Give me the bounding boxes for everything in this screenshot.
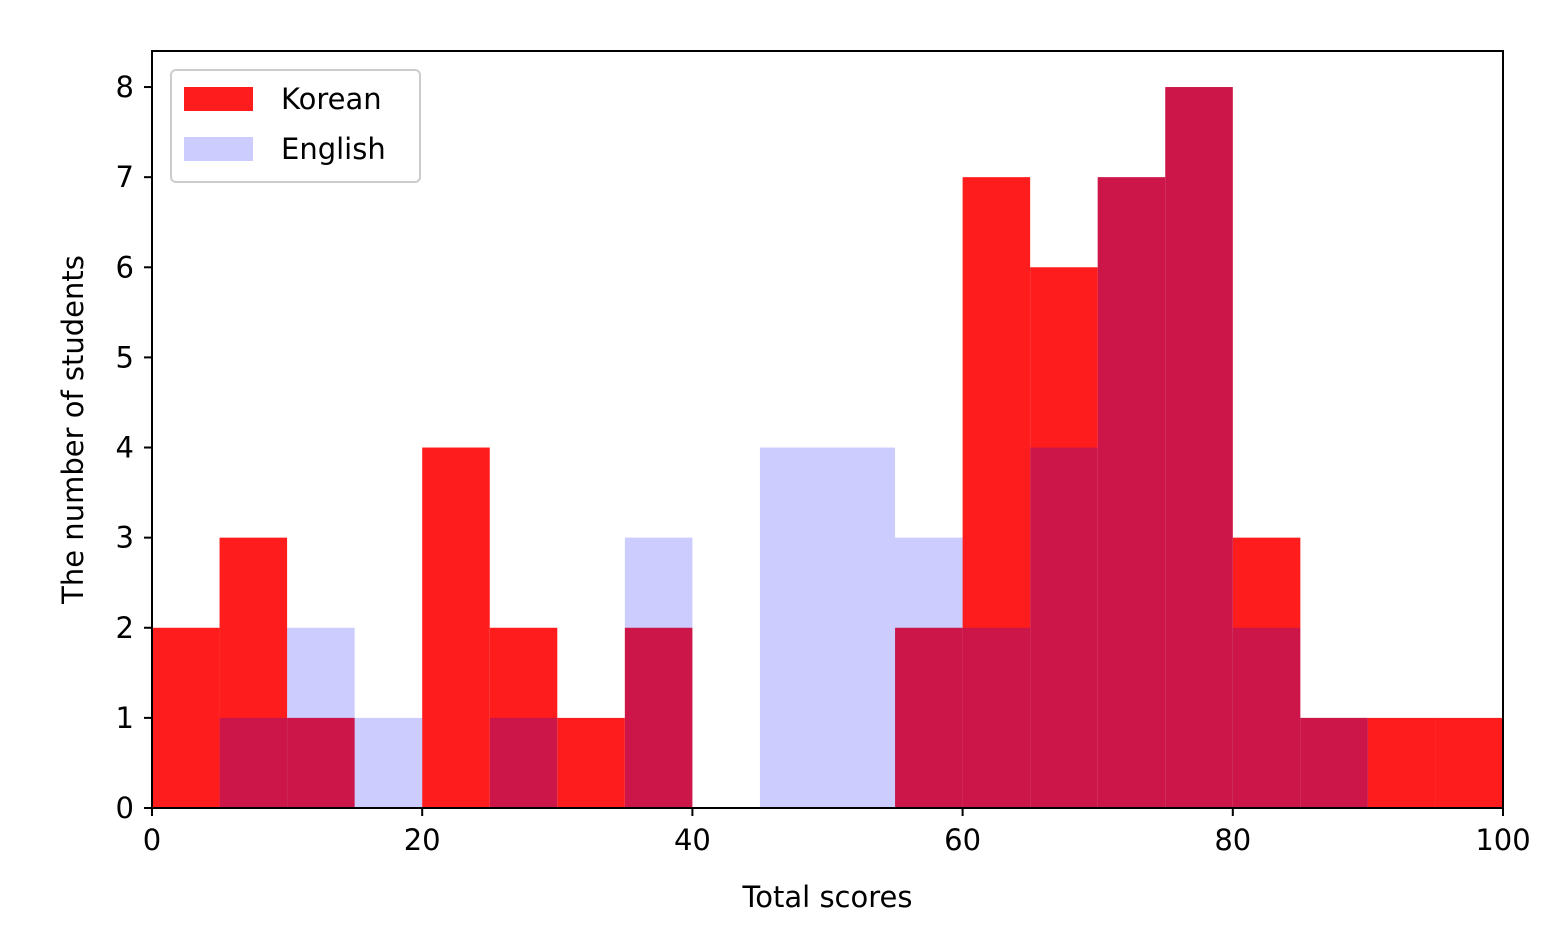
- y-tick-label: 5: [116, 340, 134, 374]
- bars-layer: [152, 87, 1503, 809]
- x-tick-label: 20: [404, 823, 441, 857]
- bar-korean-bin-18: [1367, 717, 1436, 808]
- x-axis-label: Total scores: [742, 880, 913, 914]
- y-axis: 0 1 2 3 4 5 6 7 8: [116, 70, 152, 825]
- bar-korean-bin-7: [624, 627, 693, 808]
- bar-english-bin-12: [962, 627, 1031, 808]
- bar-english-bin-7: [624, 537, 693, 808]
- bar-korean-bin-1: [219, 537, 288, 808]
- y-tick-label: 4: [116, 431, 134, 465]
- x-tick-label: 80: [1214, 823, 1251, 857]
- bar-korean-bin-6: [557, 717, 625, 808]
- legend-label-english: English: [281, 132, 386, 166]
- x-axis: 0 20 40 60 80 100: [143, 808, 1531, 857]
- legend-swatch-english: [184, 137, 253, 161]
- bar-english-bin-14: [1097, 177, 1166, 808]
- bar-english-bin-10: [827, 447, 896, 808]
- y-tick-label: 7: [116, 160, 134, 194]
- y-tick-label: 1: [116, 701, 134, 735]
- bar-english-bin-5: [489, 717, 558, 808]
- bar-english-bin-11: [895, 537, 963, 808]
- bar-korean-bin-19: [1435, 717, 1503, 808]
- bar-english-bin-16: [1232, 627, 1301, 808]
- bar-korean-bin-0: [152, 627, 220, 808]
- y-tick-label: 0: [116, 791, 134, 825]
- bar-english-bin-2: [287, 627, 355, 808]
- y-tick-label: 3: [116, 521, 134, 555]
- bar-english-bin-9: [759, 447, 828, 808]
- legend-label-korean: Korean: [281, 82, 382, 116]
- bar-korean-bin-14: [1097, 177, 1166, 808]
- bar-korean-bin-12: [962, 177, 1031, 808]
- y-axis-label: The number of students: [56, 255, 90, 605]
- bar-korean-bin-15: [1165, 87, 1233, 809]
- bar-english-bin-15: [1165, 87, 1233, 809]
- y-tick-label: 6: [116, 250, 134, 284]
- x-tick-label: 0: [143, 823, 161, 857]
- bar-english-bin-3: [354, 717, 423, 808]
- x-tick-label: 100: [1475, 823, 1530, 857]
- bar-english-bin-17: [1300, 717, 1368, 808]
- y-tick-label: 2: [116, 611, 134, 645]
- bar-korean-bin-16: [1232, 537, 1301, 808]
- bar-korean-bin-17: [1300, 717, 1368, 808]
- bar-korean-bin-4: [422, 447, 490, 808]
- bar-english-bin-1: [219, 717, 288, 808]
- bar-korean-bin-11: [895, 627, 963, 808]
- bar-korean-bin-5: [489, 627, 558, 808]
- legend-swatch-korean: [184, 87, 253, 111]
- bar-korean-bin-2: [287, 717, 355, 808]
- bar-korean-bin-13: [1030, 267, 1098, 808]
- x-tick-label: 60: [944, 823, 981, 857]
- x-tick-label: 40: [674, 823, 711, 857]
- plot-area-frame: [151, 50, 1504, 809]
- legend: Korean English: [170, 69, 421, 183]
- bar-english-bin-13: [1030, 447, 1098, 808]
- y-tick-label: 8: [116, 70, 134, 104]
